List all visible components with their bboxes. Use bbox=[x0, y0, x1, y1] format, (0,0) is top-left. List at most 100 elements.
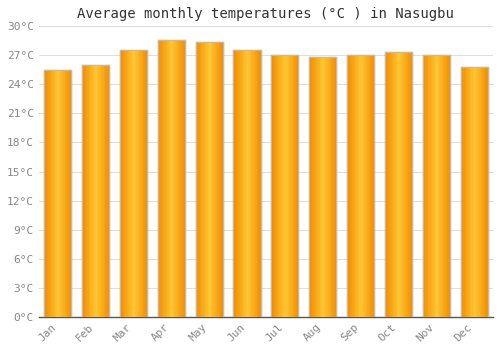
Bar bbox=[139, 50, 140, 317]
Bar bbox=[368, 55, 370, 317]
Bar bbox=[209, 42, 210, 317]
Bar bbox=[254, 50, 255, 317]
Bar bbox=[163, 40, 164, 317]
Bar bbox=[438, 55, 439, 317]
Bar bbox=[356, 55, 358, 317]
Bar bbox=[121, 50, 122, 317]
Bar bbox=[176, 40, 178, 317]
Bar bbox=[386, 52, 388, 317]
Bar bbox=[447, 55, 448, 317]
Bar bbox=[208, 42, 209, 317]
Title: Average monthly temperatures (°C ) in Nasugbu: Average monthly temperatures (°C ) in Na… bbox=[78, 7, 454, 21]
Bar bbox=[122, 50, 124, 317]
Bar bbox=[406, 52, 408, 317]
Bar bbox=[214, 42, 216, 317]
Bar bbox=[234, 50, 236, 317]
Bar bbox=[448, 55, 450, 317]
Bar bbox=[212, 42, 213, 317]
Bar bbox=[281, 55, 282, 317]
Bar bbox=[206, 42, 208, 317]
Bar bbox=[58, 70, 59, 317]
Bar bbox=[140, 50, 141, 317]
Bar bbox=[385, 52, 386, 317]
Bar bbox=[66, 70, 68, 317]
Bar bbox=[398, 52, 400, 317]
Bar bbox=[59, 70, 60, 317]
Bar bbox=[202, 42, 203, 317]
Bar bbox=[485, 67, 486, 317]
Bar bbox=[271, 55, 272, 317]
Bar bbox=[92, 65, 93, 317]
Bar bbox=[477, 67, 478, 317]
Bar bbox=[468, 67, 470, 317]
Bar bbox=[105, 65, 106, 317]
Bar bbox=[166, 40, 167, 317]
Bar bbox=[431, 55, 432, 317]
Bar bbox=[470, 67, 472, 317]
Bar bbox=[327, 57, 328, 317]
Bar bbox=[347, 55, 348, 317]
Bar bbox=[473, 67, 474, 317]
Bar bbox=[484, 67, 485, 317]
Bar bbox=[422, 55, 424, 317]
Bar bbox=[134, 50, 135, 317]
Bar bbox=[294, 55, 296, 317]
Bar bbox=[444, 55, 446, 317]
Bar bbox=[405, 52, 406, 317]
Bar bbox=[296, 55, 297, 317]
Bar bbox=[359, 55, 360, 317]
Bar bbox=[142, 50, 143, 317]
Bar bbox=[256, 50, 258, 317]
Bar bbox=[297, 55, 298, 317]
Bar bbox=[242, 50, 243, 317]
Bar bbox=[439, 55, 440, 317]
Bar bbox=[201, 42, 202, 317]
Bar bbox=[184, 40, 185, 317]
Bar bbox=[290, 55, 292, 317]
Bar bbox=[434, 55, 435, 317]
Bar bbox=[440, 55, 442, 317]
Bar bbox=[62, 70, 63, 317]
Bar bbox=[162, 40, 163, 317]
Bar bbox=[474, 67, 476, 317]
Bar bbox=[478, 67, 480, 317]
Bar bbox=[120, 50, 121, 317]
Bar bbox=[313, 57, 314, 317]
Bar bbox=[285, 55, 286, 317]
Bar bbox=[197, 42, 198, 317]
Bar bbox=[158, 40, 159, 317]
Bar bbox=[101, 65, 102, 317]
Bar bbox=[334, 57, 335, 317]
Bar bbox=[94, 65, 96, 317]
Bar bbox=[146, 50, 147, 317]
Bar bbox=[326, 57, 327, 317]
Bar bbox=[364, 55, 366, 317]
Bar bbox=[100, 65, 101, 317]
Bar bbox=[106, 65, 108, 317]
Bar bbox=[443, 55, 444, 317]
Bar bbox=[132, 50, 134, 317]
Bar bbox=[258, 50, 260, 317]
Bar bbox=[482, 67, 484, 317]
Bar bbox=[98, 65, 100, 317]
Bar bbox=[174, 40, 176, 317]
Bar bbox=[320, 57, 322, 317]
Bar bbox=[466, 67, 468, 317]
Bar bbox=[292, 55, 293, 317]
Bar bbox=[160, 40, 162, 317]
Bar bbox=[220, 42, 222, 317]
Bar bbox=[310, 57, 312, 317]
Bar bbox=[410, 52, 412, 317]
Bar bbox=[164, 40, 166, 317]
Bar bbox=[322, 57, 324, 317]
Bar bbox=[330, 57, 331, 317]
Bar bbox=[46, 70, 47, 317]
Bar bbox=[108, 65, 109, 317]
Bar bbox=[400, 52, 401, 317]
Bar bbox=[278, 55, 280, 317]
Bar bbox=[442, 55, 443, 317]
Bar bbox=[68, 70, 70, 317]
Bar bbox=[130, 50, 132, 317]
Bar bbox=[272, 55, 274, 317]
Bar bbox=[172, 40, 174, 317]
